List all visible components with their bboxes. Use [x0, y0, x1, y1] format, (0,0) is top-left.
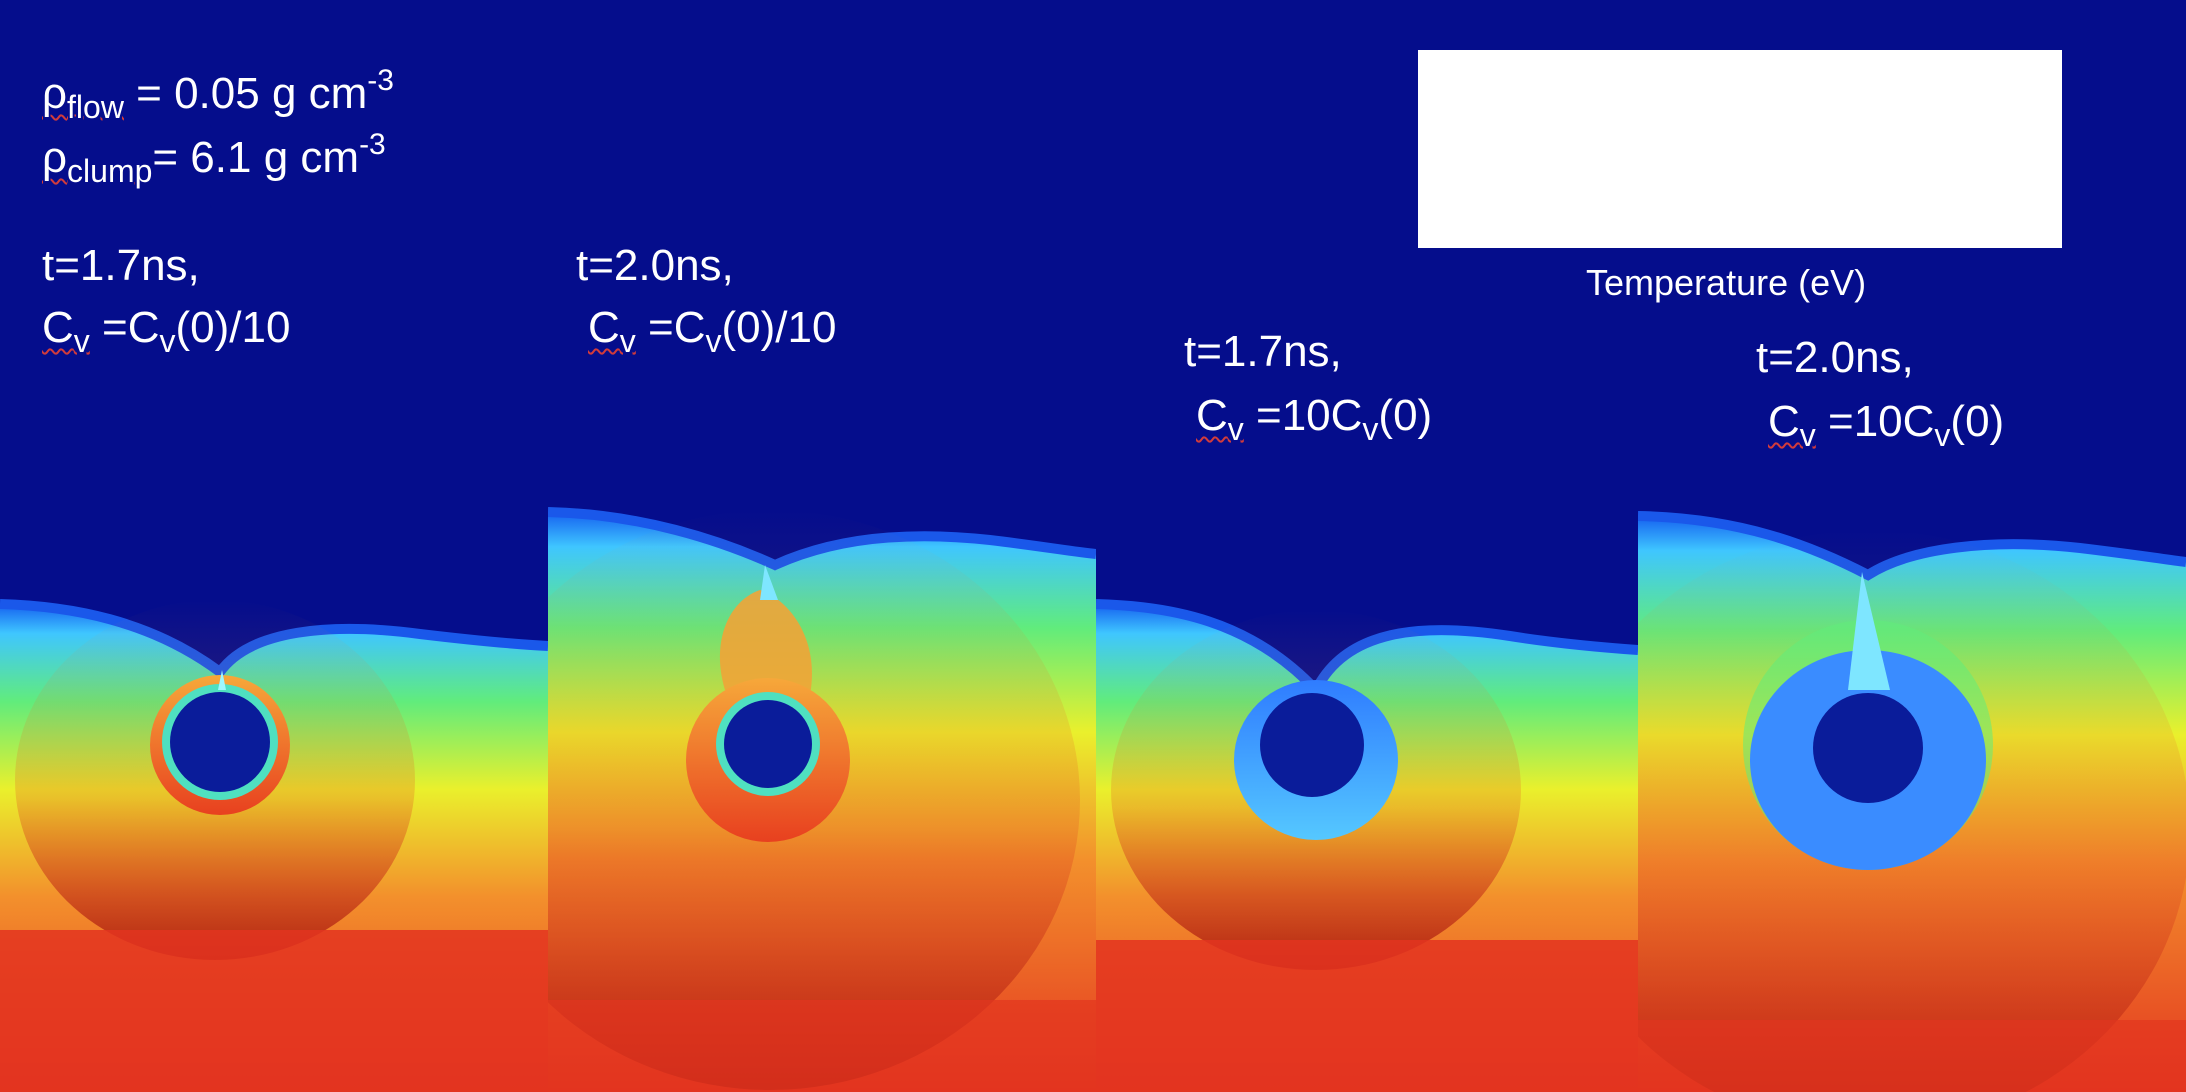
panel-1-cv: Cv =Cv(0)/10 [42, 303, 291, 359]
panel-3-field [1096, 599, 1638, 1092]
rho-flow-label: ρflow = 0.05 g cm-3 [42, 64, 394, 125]
panel-2-time: t=2.0ns, [576, 241, 734, 290]
panel-2-cv: Cv =Cv(0)/10 [588, 303, 837, 359]
colorbar-title: Temperature (eV) [1586, 262, 1867, 303]
rho-clump-label: ρclump= 6.1 g cm-3 [42, 128, 386, 189]
panel-2-field [548, 507, 1096, 1092]
panel-4-field [1638, 511, 2186, 1092]
panel-1-time: t=1.7ns, [42, 241, 200, 290]
colorbar-legend [1418, 50, 2062, 248]
panel-4-time: t=2.0ns, [1756, 333, 1914, 382]
panel-1-field [0, 599, 548, 1092]
panel-3-cv: Cv =10Cv(0) [1196, 391, 1433, 447]
panel-4-cv: Cv =10Cv(0) [1768, 397, 2005, 453]
panel-3-time: t=1.7ns, [1184, 327, 1342, 376]
